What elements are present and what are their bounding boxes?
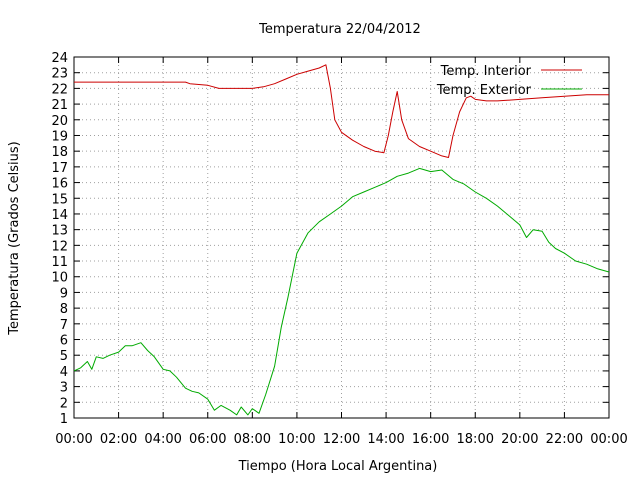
y-tick-label: 20 [51, 114, 68, 129]
y-tick-label: 24 [51, 51, 68, 66]
x-tick-label: 20:00 [501, 432, 538, 447]
series-line-exterior [73, 167, 610, 416]
y-tick-label: 1 [60, 412, 68, 427]
y-tick-label: 22 [51, 82, 68, 97]
y-tick-label: 16 [51, 177, 68, 192]
y-tick-label: 6 [60, 334, 68, 349]
y-tick-label: 5 [60, 349, 68, 364]
series-group [73, 64, 610, 416]
x-tick-label: 02:00 [100, 432, 137, 447]
y-axis-label: Temperatura (Grados Celsius) [7, 141, 22, 335]
y-tick-label: 15 [51, 192, 68, 207]
y-tick-label: 8 [60, 302, 68, 317]
x-tick-label: 10:00 [278, 432, 315, 447]
plot-frame [73, 56, 610, 419]
y-tick-label: 19 [51, 129, 68, 144]
y-tick-label: 10 [51, 271, 68, 286]
x-tick-label: 08:00 [234, 432, 271, 447]
x-tick-label: 22:00 [546, 432, 583, 447]
x-tick-label: 14:00 [367, 432, 404, 447]
y-tick-label: 23 [51, 67, 68, 82]
legend-label: Temp. Exterior [436, 83, 532, 98]
y-tick-label: 11 [51, 255, 68, 270]
y-tick-label: 18 [51, 145, 68, 160]
y-tick-label: 4 [60, 365, 68, 380]
chart-title: Temperatura 22/04/2012 [258, 22, 421, 37]
y-tick-label: 21 [51, 98, 68, 113]
grid [74, 57, 609, 418]
y-tick-label: 17 [51, 161, 68, 176]
y-tick-label: 7 [60, 318, 68, 333]
legend: Temp. Interior Temp. Exterior [436, 64, 582, 98]
y-tick-label: 9 [60, 286, 68, 301]
y-tick-label: 3 [60, 381, 68, 396]
x-tick-label: 00:00 [590, 432, 627, 447]
y-tick-label: 12 [51, 239, 68, 254]
x-tick-label: 12:00 [323, 432, 360, 447]
y-tick-label: 14 [51, 208, 68, 223]
y-tick-label: 2 [60, 396, 68, 411]
series-line-interior [74, 64, 609, 158]
y-tick-label: 13 [51, 224, 68, 239]
x-axis-label: Tiempo (Hora Local Argentina) [238, 459, 438, 474]
x-axis-ticks: 00:00 02:00 04:00 06:00 08:00 10:00 12:00 14:00… [55, 57, 628, 447]
x-tick-label: 16:00 [412, 432, 449, 447]
x-tick-label: 04:00 [144, 432, 181, 447]
x-tick-label: 06:00 [189, 432, 226, 447]
x-tick-label: 18:00 [457, 432, 494, 447]
x-tick-label: 00:00 [55, 432, 92, 447]
legend-label: Temp. Interior [440, 64, 532, 79]
